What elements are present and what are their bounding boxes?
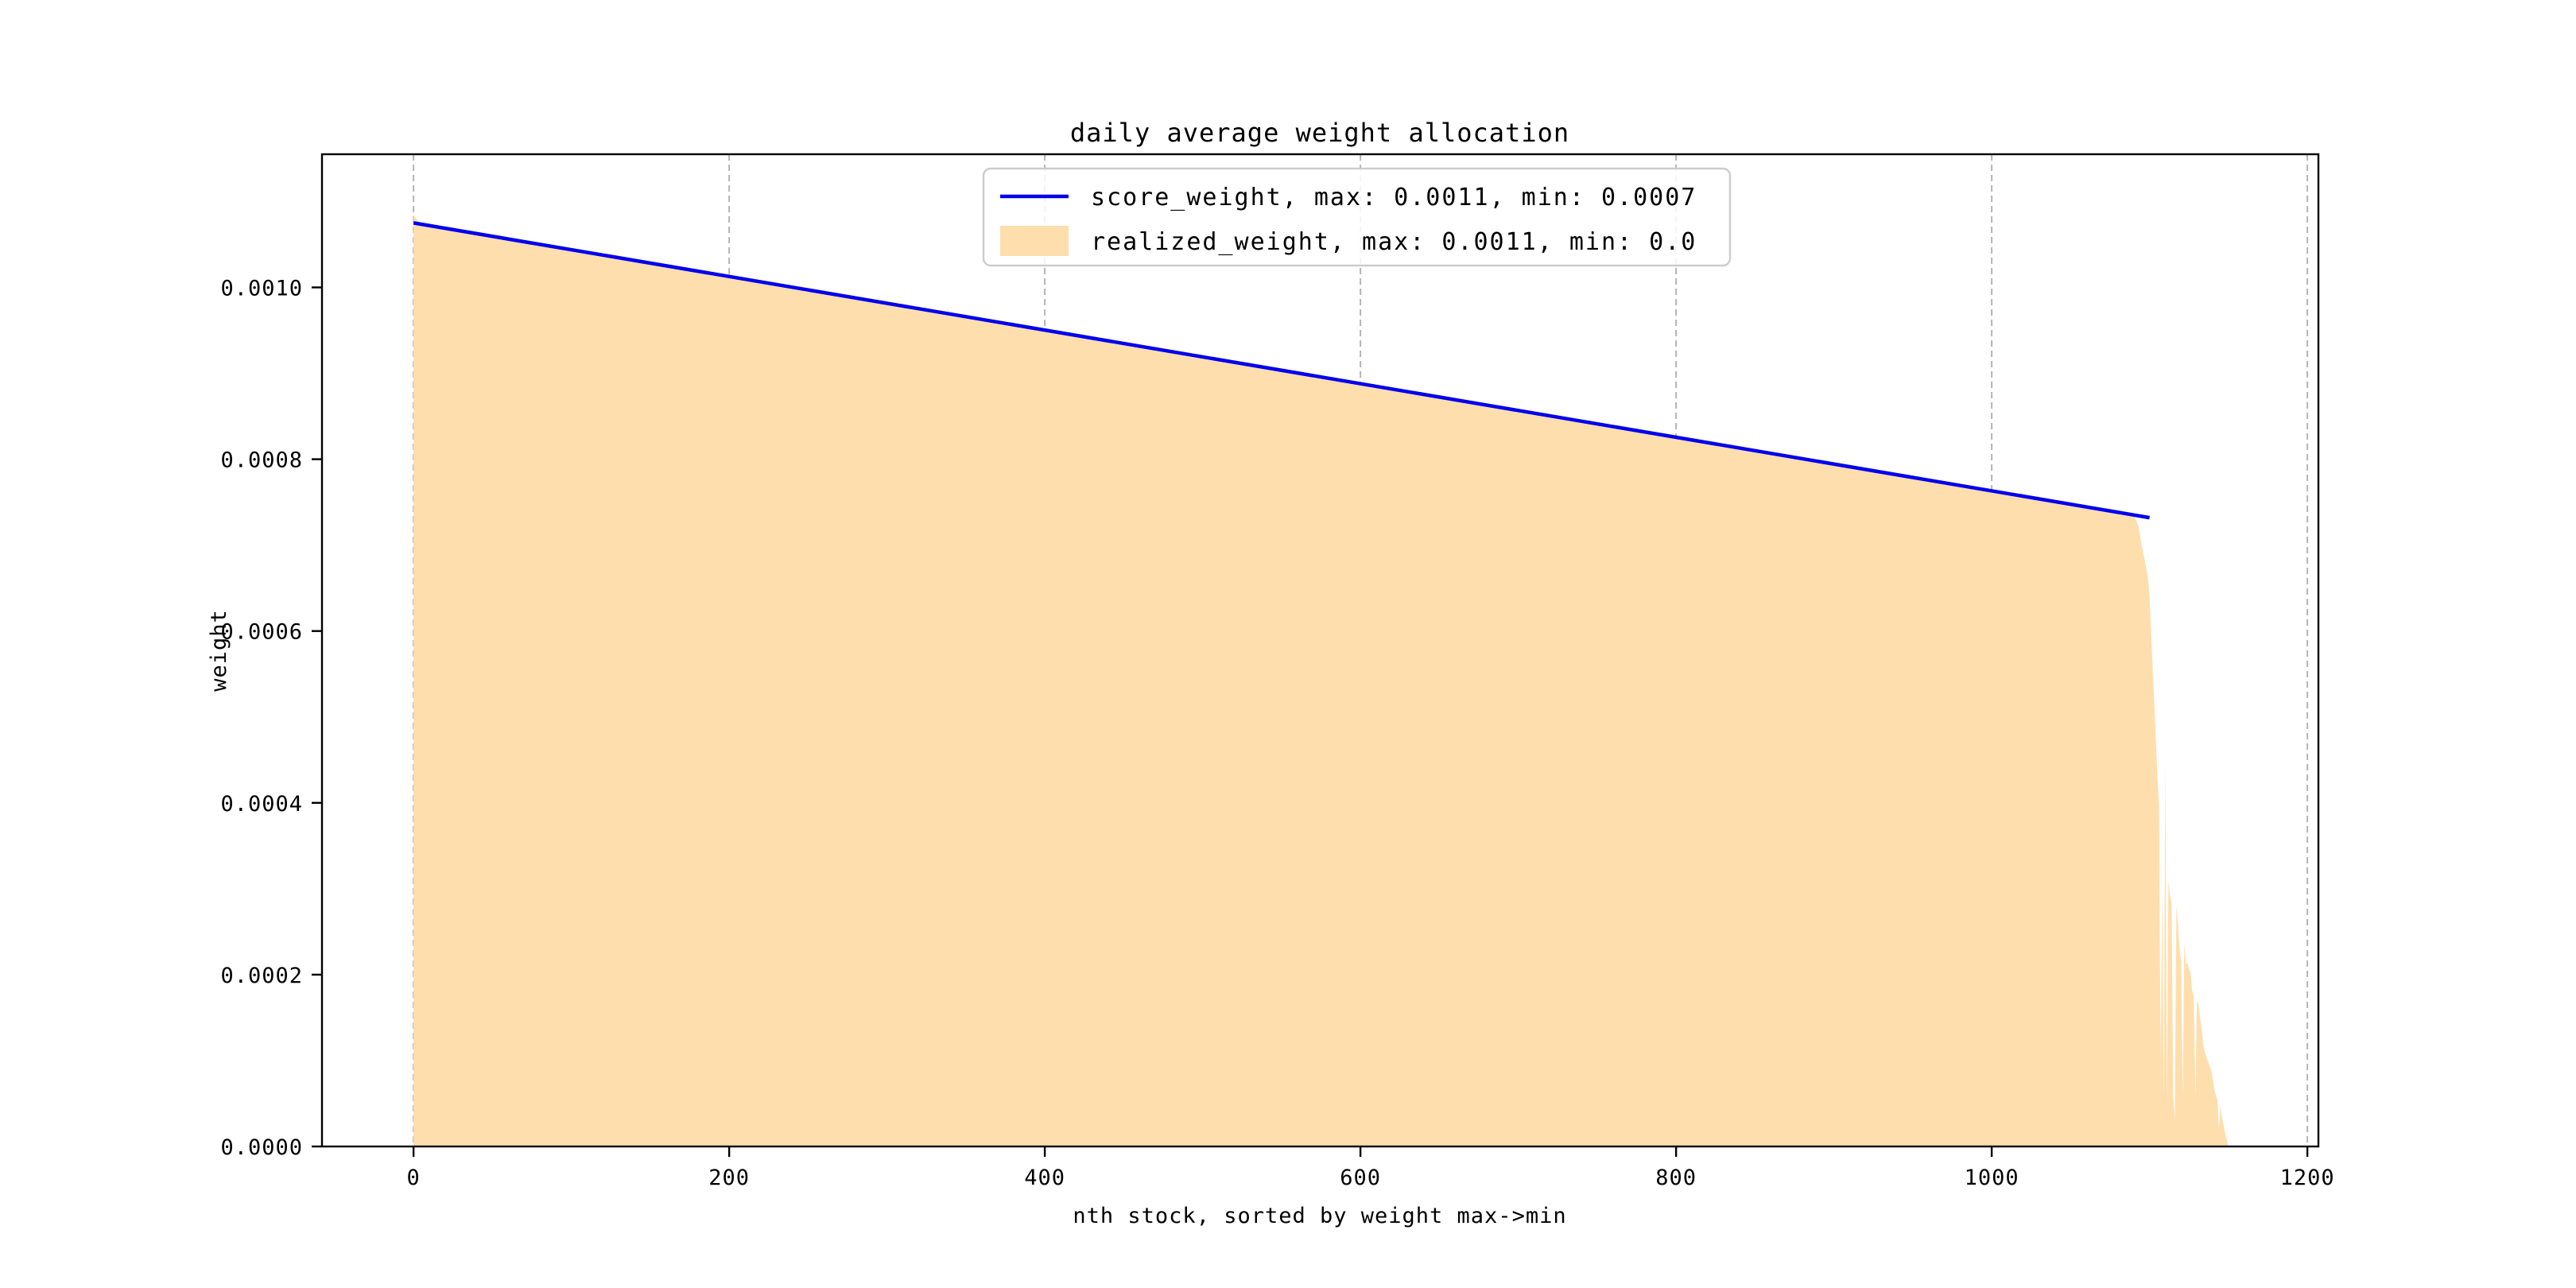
legend: score_weight, max: 0.0011, min: 0.0007 r… [982, 167, 1732, 267]
chart-title: daily average weight allocation [1070, 118, 1569, 148]
x-tick-label: 1200 [2280, 1166, 2335, 1190]
y-axis-label: weight [207, 609, 231, 692]
score-weight-line [413, 221, 2150, 520]
legend-patch-swatch [1000, 226, 1069, 256]
x-tick-label: 800 [1655, 1166, 1697, 1190]
x-tick-label: 600 [1340, 1166, 1381, 1190]
x-axis-ticks: 0 200 400 600 800 1000 1200 [406, 1146, 2334, 1190]
y-tick-label: 0.0010 [220, 276, 303, 301]
y-tick-label: 0.0002 [220, 964, 303, 988]
x-axis-label: nth stock, sorted by weight max->min [1073, 1204, 1566, 1228]
x-tick-label: 1000 [1965, 1166, 2019, 1190]
x-tick-label: 0 [406, 1166, 420, 1190]
y-tick-label: 0.0008 [220, 448, 303, 473]
x-tick-label: 400 [1024, 1166, 1065, 1190]
y-tick-label: 0.0004 [220, 792, 303, 817]
x-tick-label: 200 [708, 1166, 750, 1190]
y-tick-label: 0.0000 [220, 1135, 303, 1160]
legend-box [982, 167, 1732, 267]
plot-border [320, 153, 2320, 1148]
realized-weight-area [413, 214, 2229, 1147]
y-tick-label: 0.0006 [220, 620, 303, 645]
legend-entry-realized-weight: realized_weight, max: 0.0011, min: 0.0 [1091, 228, 1697, 256]
legend-entry-score-weight: score_weight, max: 0.0011, min: 0.0007 [1091, 184, 1697, 211]
y-axis-ticks: 0.0000 0.0002 0.0004 0.0006 0.0008 0.0010 [220, 276, 322, 1160]
